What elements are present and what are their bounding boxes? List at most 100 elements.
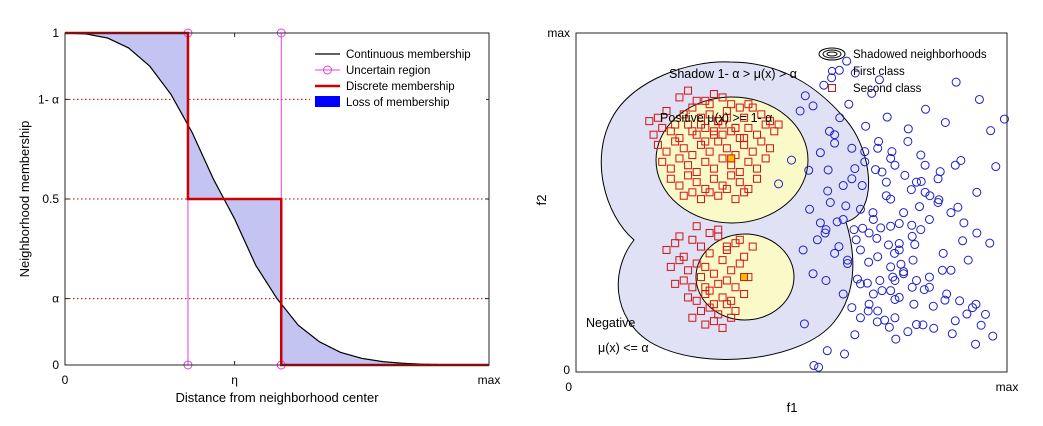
left-y-tick-label: 1- α xyxy=(38,92,59,106)
second-class-point xyxy=(679,191,688,200)
first-class-point xyxy=(823,186,833,196)
first-class-point xyxy=(938,248,948,258)
first-class-point xyxy=(894,245,904,255)
second-class-point xyxy=(709,269,718,278)
loss-area xyxy=(225,199,425,365)
left-x-tick-label: η xyxy=(231,373,238,387)
first-class-point xyxy=(916,150,926,160)
first-class-point xyxy=(838,289,848,299)
first-class-point xyxy=(835,113,845,123)
second-class-point xyxy=(696,306,705,315)
first-class-point xyxy=(958,236,968,246)
second-class-point xyxy=(753,164,762,173)
second-class-point xyxy=(701,283,710,292)
second-class-point xyxy=(688,151,697,160)
second-class-point xyxy=(696,273,705,282)
first-class-point xyxy=(910,240,920,250)
second-class-point xyxy=(740,252,749,261)
second-class-point xyxy=(671,279,680,288)
first-class-point xyxy=(832,217,842,227)
left-y-axis-label: Neighborhood membership xyxy=(17,121,32,278)
right-x-axis-label: f1 xyxy=(787,400,798,415)
first-class-point xyxy=(951,77,961,87)
first-class-point xyxy=(971,339,981,349)
second-class-point xyxy=(692,178,701,187)
second-class-point xyxy=(705,229,714,238)
second-class-point xyxy=(709,317,718,326)
first-class-point xyxy=(800,91,810,101)
second-class-point xyxy=(675,181,684,190)
first-class-point xyxy=(890,294,900,304)
legend-first-class-label: First class xyxy=(853,66,905,78)
negative-annotation-title: Negative xyxy=(586,316,635,330)
second-class-point xyxy=(714,279,723,288)
second-class-point xyxy=(727,100,736,109)
second-class-point xyxy=(671,239,680,248)
second-class-point xyxy=(714,225,723,234)
left-x-tick-label: max xyxy=(478,373,501,387)
first-class-point xyxy=(873,306,883,316)
second-class-point xyxy=(684,266,693,275)
right-legend: Shadowed neighborhoods First class Secon… xyxy=(818,47,987,95)
second-class-point xyxy=(735,259,744,268)
first-class-point xyxy=(864,257,874,267)
second-class-point xyxy=(709,90,718,99)
first-class-point xyxy=(838,214,848,224)
first-class-point xyxy=(909,299,919,309)
first-class-point xyxy=(947,329,957,339)
second-class-point xyxy=(701,157,710,166)
right-x-tick-label: max xyxy=(996,380,1019,394)
first-class-point xyxy=(900,170,910,180)
first-class-point xyxy=(868,289,878,299)
first-class-point xyxy=(894,219,904,229)
first-class-point xyxy=(963,255,973,265)
second-class-point xyxy=(653,113,662,122)
second-class-point xyxy=(701,96,710,105)
second-class-point xyxy=(735,235,744,244)
second-class-point xyxy=(774,120,783,129)
first-class-point xyxy=(881,191,891,201)
first-class-point xyxy=(991,162,1001,172)
second-class-point xyxy=(696,120,705,129)
second-class-point xyxy=(662,245,671,254)
second-class-point xyxy=(666,262,675,271)
second-class-point xyxy=(705,249,714,258)
first-class-point xyxy=(830,248,840,258)
first-class-point xyxy=(886,153,896,163)
second-class-point xyxy=(701,137,710,146)
first-class-point xyxy=(985,238,995,248)
loss-area xyxy=(79,33,223,199)
first-class-point xyxy=(924,282,934,292)
second-class-point xyxy=(735,178,744,187)
first-class-point xyxy=(891,334,901,344)
legend-discrete-label: Discrete membership xyxy=(346,81,455,93)
first-class-point xyxy=(881,177,891,187)
first-class-point xyxy=(812,235,822,245)
first-class-point xyxy=(872,317,882,327)
first-class-point xyxy=(920,187,930,197)
first-class-point xyxy=(924,272,934,282)
first-class-point xyxy=(916,225,926,235)
first-class-point xyxy=(855,204,865,214)
first-class-point xyxy=(872,233,882,243)
left-x-axis-label: Distance from neighborhood center xyxy=(175,390,379,405)
second-class-point xyxy=(688,235,697,244)
first-class-point xyxy=(890,275,900,285)
first-class-point xyxy=(999,114,1009,124)
first-class-point xyxy=(962,309,972,319)
first-class-point xyxy=(774,179,784,189)
first-class-point xyxy=(894,292,904,302)
second-class-point xyxy=(688,127,697,136)
second-class-point xyxy=(740,188,749,197)
first-class-point xyxy=(877,286,887,296)
second-class-point xyxy=(714,310,723,319)
first-class-point xyxy=(940,117,950,127)
second-class-point xyxy=(684,161,693,170)
first-class-point xyxy=(824,126,834,136)
second-class-point xyxy=(675,256,684,265)
first-class-point xyxy=(874,136,884,146)
second-class-point xyxy=(679,110,688,119)
first-class-point xyxy=(844,99,854,109)
second-class-point xyxy=(688,103,697,112)
